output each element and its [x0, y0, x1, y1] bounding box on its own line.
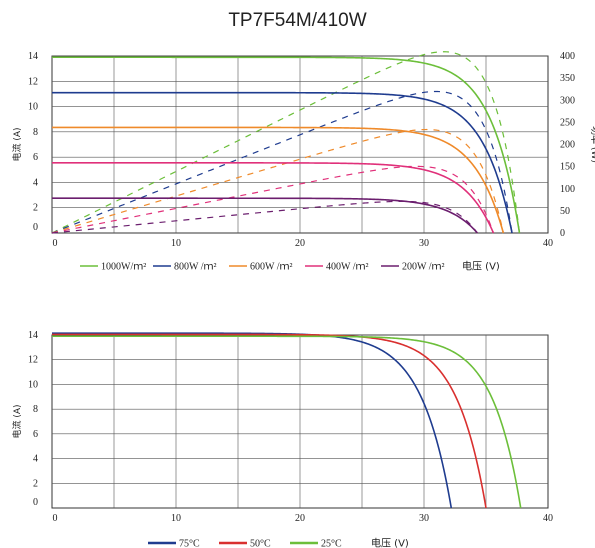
power-curve-series-1	[51, 90, 513, 234]
iv-curve-series-3	[52, 162, 495, 234]
y2-tick-label: 250	[560, 117, 575, 128]
x-tick-label: 30	[419, 513, 429, 524]
y2-axis-label: 功率 (W)	[589, 126, 595, 163]
y2-tick-label: 50	[560, 206, 570, 217]
y2-tick-label: 0	[560, 228, 565, 239]
y-tick-label: 6	[33, 429, 38, 440]
y-tick-label: 4	[33, 177, 38, 188]
x-tick-label: 10	[171, 513, 181, 524]
iv-curve-series-2	[52, 126, 505, 234]
x-tick-label: 40	[543, 513, 553, 524]
iv-curve-series-0	[52, 332, 453, 509]
iv-curve-series-2	[52, 335, 522, 509]
x-axis-label: 电压 (V)	[462, 260, 500, 273]
power-curve-series-0	[51, 51, 521, 234]
power-curve-series-3	[51, 165, 495, 234]
iv-curve-series-1	[52, 333, 487, 509]
legend-entry-4: 200W /ｍ²	[402, 262, 445, 273]
y-axis-label: 电流 (A)	[11, 127, 23, 161]
y2-tick-label: 150	[560, 162, 575, 173]
y2-tick-label: 100	[560, 184, 575, 195]
legend-entry-3: 400W /ｍ²	[326, 262, 369, 273]
legend-entry-1: 50°C	[250, 539, 271, 548]
iv-curve-series-0	[52, 56, 521, 234]
legend-entry-0: 75°C	[179, 539, 200, 548]
y-tick-label: 14	[28, 330, 38, 341]
iv-curve-series-4	[52, 197, 478, 234]
y-tick-label: 10	[28, 102, 38, 113]
y2-tick-label: 300	[560, 95, 575, 106]
x-tick-label: 30	[419, 238, 429, 249]
y-tick-label: 2	[33, 203, 38, 214]
x-axis-label: 电压 (V)	[371, 537, 409, 548]
y-tick-label: 12	[28, 76, 38, 87]
y-tick-label: 4	[33, 454, 38, 465]
legend-entry-0: 1000W/ｍ²	[101, 262, 146, 273]
y-tick-label: 10	[28, 379, 38, 390]
y2-tick-label: 400	[560, 51, 575, 62]
y-tick-label: 2	[33, 478, 38, 489]
y-tick-label: 8	[33, 127, 38, 138]
x-tick-label: 20	[295, 238, 305, 249]
y-tick-label: 14	[28, 51, 38, 62]
legend-entry-2: 600W /ｍ²	[250, 262, 293, 273]
x-tick-label: 40	[543, 238, 553, 249]
x-tick-label: 10	[171, 238, 181, 249]
legend-entry-1: 800W /ｍ²	[174, 262, 217, 273]
iv-curve-series-1	[52, 91, 513, 234]
y-tick-label: 0	[33, 222, 38, 233]
legend-entry-2: 25°C	[321, 539, 342, 548]
y-axis-label: 电流 (A)	[11, 404, 23, 438]
y2-tick-label: 350	[560, 73, 575, 84]
x-tick-label: 20	[295, 513, 305, 524]
chart-title: TP7F54M/410W	[228, 10, 367, 31]
y-tick-label: 6	[33, 152, 38, 163]
x-tick-label: 0	[53, 238, 58, 249]
y-tick-label: 8	[33, 404, 38, 415]
y-tick-label: 12	[28, 355, 38, 366]
y2-tick-label: 200	[560, 140, 575, 151]
y-tick-label: 0	[33, 497, 38, 508]
x-tick-label: 0	[53, 513, 58, 524]
